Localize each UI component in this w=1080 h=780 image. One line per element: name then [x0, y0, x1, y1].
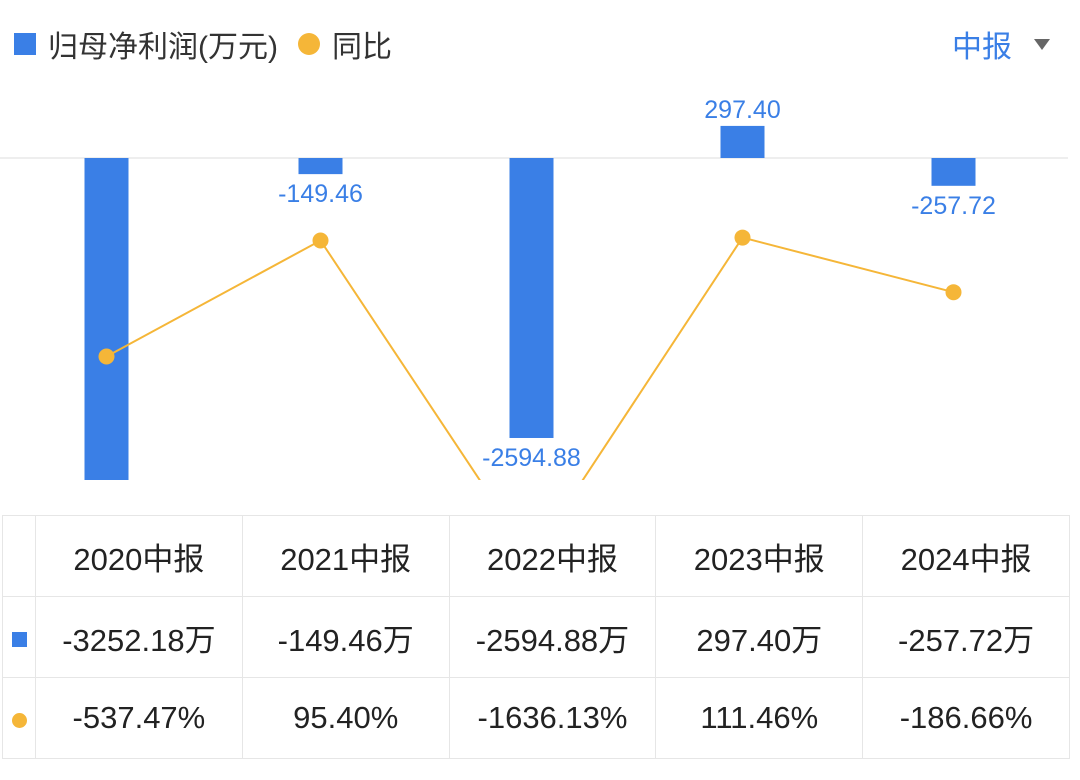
bar-mark — [298, 158, 343, 175]
profit-cell: 297.40万 — [655, 596, 864, 678]
dot-circle-icon — [11, 713, 27, 728]
yoy-row-icon-cell — [2, 677, 36, 759]
data-table: 2020中报 2021中报 2022中报 2023中报 2024中报 -3252… — [2, 515, 1070, 759]
legend-line-swatch — [297, 33, 320, 55]
table-header-row: 2020中报 2021中报 2022中报 2023中报 2024中报 — [2, 515, 1070, 597]
yoy-line — [106, 236, 954, 480]
bar-value-label: -149.46 — [278, 180, 363, 208]
table-header-cell: 2024中报 — [862, 515, 1070, 597]
chevron-down-icon — [1034, 38, 1050, 50]
legend-bar-label: 归母净利润(万元) — [48, 31, 278, 64]
period-dropdown-value: 中报 — [952, 31, 1012, 64]
table-row-profit: -3252.18万 -149.46万 -2594.88万 297.40万 -25… — [2, 596, 1070, 678]
profit-cell: -3252.18万 — [35, 596, 243, 678]
table-header-cell: 2021中报 — [241, 515, 450, 597]
yoy-cell: 95.40% — [241, 677, 450, 759]
table-row-yoy: -537.47% 95.40% -1636.13% 111.46% -186.6… — [2, 677, 1070, 759]
yoy-cell: -186.66% — [862, 677, 1070, 759]
profit-cell: -149.46万 — [241, 596, 450, 678]
yoy-cell: -537.47% — [35, 677, 243, 759]
bar-value-label: -257.72 — [911, 192, 996, 220]
bar-mark — [931, 158, 976, 186]
legend-bar-swatch — [14, 33, 36, 55]
profit-row-icon-cell — [2, 596, 36, 678]
header-blank-cell — [2, 515, 36, 597]
bar-value-label: 297.40 — [704, 96, 780, 124]
chart-legend: 归母净利润(万元) 同比 — [14, 22, 392, 66]
yoy-cell: 111.46% — [655, 677, 864, 759]
yoy-point — [98, 348, 115, 365]
table-header-cell: 2023中报 — [655, 515, 864, 597]
bar-value-label: -2594.88 — [482, 444, 581, 472]
yoy-point — [312, 232, 329, 249]
profit-cell: -2594.88万 — [448, 596, 657, 678]
yoy-point — [945, 284, 962, 301]
yoy-cell: -1636.13% — [448, 677, 657, 759]
bar-mark — [509, 158, 554, 438]
profit-cell: -257.72万 — [862, 596, 1070, 678]
bar-mark — [84, 158, 129, 480]
yoy-point — [734, 229, 751, 246]
bar-mark — [720, 125, 765, 158]
legend-line-label: 同比 — [331, 31, 392, 64]
bar-square-icon — [11, 632, 27, 647]
table-header-cell: 2020中报 — [35, 515, 243, 597]
period-dropdown[interactable]: 中报 — [952, 22, 1050, 66]
table-header-cell: 2022中报 — [448, 515, 657, 597]
